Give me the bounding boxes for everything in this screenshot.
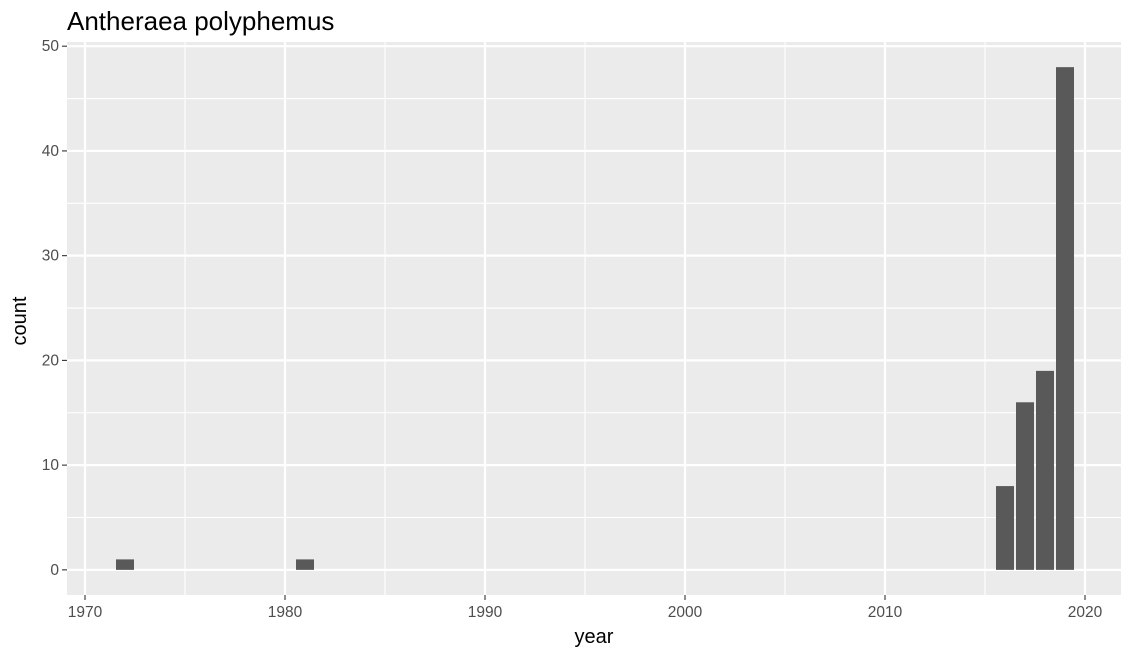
y-tick-label: 20 [42,352,60,369]
x-tick-label: 2000 [668,604,703,621]
bars [116,67,1074,570]
bar [296,559,314,570]
y-tick-label: 0 [50,562,59,579]
y-tick-label: 30 [42,248,60,265]
bar [1056,67,1074,570]
x-axis: 1970 1980 1990 2000 2010 2020 [68,595,1103,621]
y-axis-title: count [9,296,31,345]
x-tick-label: 1980 [268,604,303,621]
y-tick-label: 10 [42,457,60,474]
x-tick-label: 2020 [1068,604,1103,621]
minor-gridlines [67,42,1121,595]
plot-panel [67,42,1121,595]
bar [116,559,134,570]
y-axis: 0 10 20 30 40 50 [42,38,67,579]
x-tick-label: 1970 [68,604,103,621]
bar [1036,370,1054,570]
y-tick-label: 50 [42,38,60,55]
x-axis-title: year [575,626,614,648]
y-tick-label: 40 [42,143,60,160]
bar [1016,402,1034,570]
major-gridlines [67,42,1121,595]
chart-title: Antheraea polyphemus [67,6,334,36]
x-tick-label: 1990 [468,604,503,621]
x-tick-label: 2010 [868,604,903,621]
bar [996,486,1014,570]
